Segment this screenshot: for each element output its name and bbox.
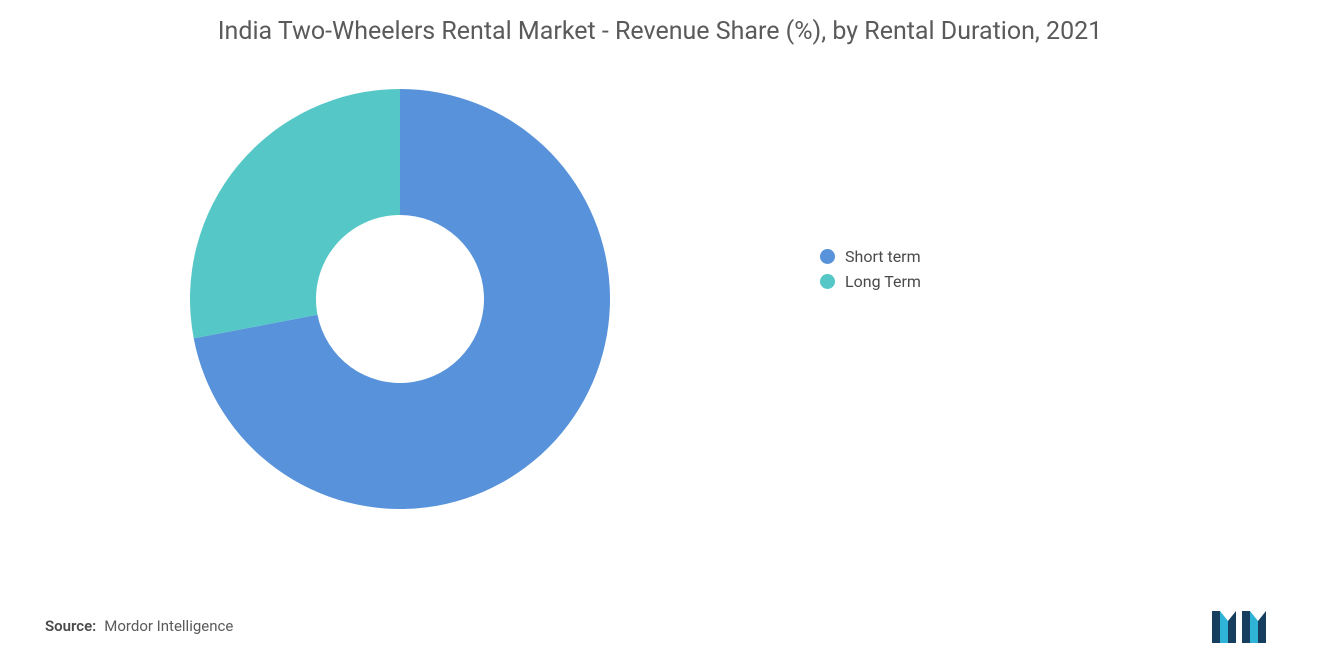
legend-label: Long Term [845,272,921,291]
legend-label: Short term [845,247,921,266]
legend-item: Short term [820,247,921,266]
source-label: Source: [45,617,96,635]
legend-swatch [820,249,835,264]
chart-title: India Two-Wheelers Rental Market - Reven… [45,15,1275,49]
chart-area: Short term Long Term [45,59,1275,539]
donut-slice [190,89,400,338]
source-footer: Source: Mordor Intelligence [45,617,233,635]
brand-logo [1210,603,1270,643]
legend: Short term Long Term [820,247,921,291]
donut-chart [190,89,610,509]
legend-swatch [820,274,835,289]
source-value: Mordor Intelligence [104,617,233,635]
legend-item: Long Term [820,272,921,291]
